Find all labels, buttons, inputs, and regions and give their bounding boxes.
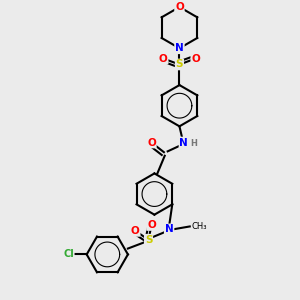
Text: N: N [165,224,173,234]
Text: Cl: Cl [63,249,74,260]
Text: S: S [176,59,183,70]
Text: N: N [179,137,188,148]
Text: H: H [190,140,197,148]
Text: CH₃: CH₃ [191,222,207,231]
Text: O: O [131,226,140,236]
Text: O: O [147,137,156,148]
Text: O: O [175,2,184,12]
Text: O: O [159,54,168,64]
Text: N: N [175,43,184,53]
Text: O: O [191,54,200,64]
Text: S: S [145,235,152,245]
Text: O: O [147,220,156,230]
